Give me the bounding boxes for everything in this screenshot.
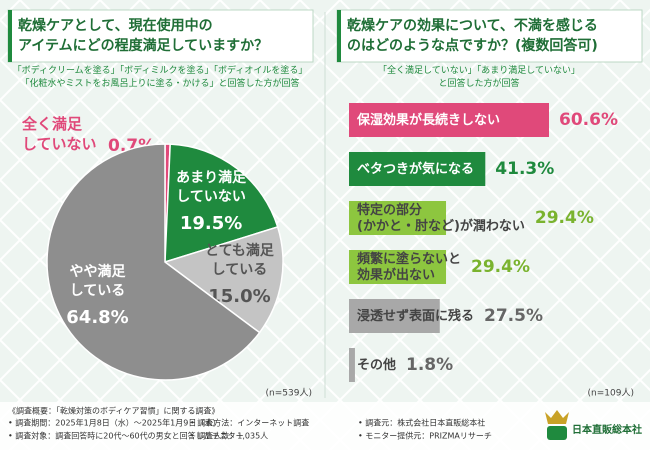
slice-label-line: していない	[176, 189, 246, 205]
slice-value: 19.5%	[180, 213, 242, 234]
footer-item: • 調査元：株式会社日本直販総本社	[358, 418, 485, 428]
pie-slice	[46, 143, 261, 381]
chart-title: 乾燥ケアとして、現在使用中のアイテムにどの程度満足していますか？	[18, 17, 268, 54]
bar-value: 1.8%	[406, 355, 453, 375]
bar	[349, 250, 447, 284]
footer-item: • 調査期間：2025年1月8日（水）～2025年1月9日（木）	[8, 418, 220, 428]
bar	[349, 348, 355, 382]
bar-value: 41.3%	[495, 159, 554, 179]
chart-subtitle: 「ボディクリームを塗る」「ボディミルクを塗る」「ボディオイルを塗る」「化粧水やミ…	[13, 64, 308, 89]
chart-title-line: 乾燥ケアの効果について、不満を感じる	[347, 17, 598, 34]
bar	[349, 299, 440, 333]
chart-title: 乾燥ケアの効果について、不満を感じるのはどのような点ですか？(複数回答可)	[347, 17, 598, 54]
bar-label: 頻繁に塗らないと効果が出ない	[357, 251, 461, 283]
chart-title-line: のはどのような点ですか？(複数回答可)	[347, 37, 598, 54]
bar-label-line: 浸透せず表面に残る	[357, 308, 474, 324]
sample-note: (n=539人)	[266, 388, 312, 399]
chart-title-line: アイテムにどの程度満足していますか？	[18, 37, 268, 54]
chart-title-line: 乾燥ケアとして、現在使用中の	[18, 17, 213, 34]
bar-value: 29.4%	[471, 257, 530, 277]
slice-label: とても満足している	[205, 242, 275, 278]
slice-label-line: していない	[22, 135, 97, 153]
bar-value: 29.4%	[535, 208, 594, 228]
bar-value: 27.5%	[484, 306, 543, 326]
slice-value: 15.0%	[208, 286, 270, 307]
footer-item: • 調査対象：調査回答時に20代～60代の男女と回答したモニター	[8, 431, 244, 441]
title-box	[7, 9, 314, 63]
bar-label-line: ベタつきが気になる	[357, 161, 474, 177]
bar	[349, 152, 486, 186]
pie-slice	[163, 226, 284, 334]
bar	[349, 201, 447, 235]
bar-label: 浸透せず表面に残る	[357, 308, 474, 324]
bar-label-line: (かかと・肘など)が潤わない	[357, 218, 525, 234]
bar	[349, 103, 549, 137]
bar-value: 60.6%	[559, 110, 618, 130]
slice-label: やや満足している	[69, 263, 126, 299]
slice-label: あまり満足していない	[176, 169, 247, 205]
title-accent	[337, 10, 341, 62]
slice-label: 全く満足していない	[21, 115, 97, 153]
title-box	[336, 9, 643, 63]
slice-label-line: している	[70, 283, 126, 299]
footer-heading: 《調査概要：「乾燥対策のボディケア習慣」に関する調査》	[8, 406, 219, 416]
footer-band	[0, 402, 650, 450]
bar-label-line: 保湿効果が長続きしない	[356, 112, 500, 128]
bar-label: 特定の部分(かかと・肘など)が潤わない	[357, 202, 525, 234]
bar-label-line: 効果が出ない	[357, 267, 435, 283]
bar-label-line: 特定の部分	[357, 202, 422, 218]
title-accent	[8, 10, 12, 62]
sample-note: (n=109人)	[588, 388, 634, 399]
chart-subtitle-line: 「化粧水やミストをお風呂上りに塗る・かける」と回答した方が回答	[20, 77, 299, 89]
slice-label-line: とても満足	[205, 242, 275, 259]
footer-item: • 調査人数：1,035人	[190, 431, 268, 441]
slice-label-line: している	[212, 262, 268, 278]
footer-item: • 調査方法：インターネット調査	[190, 418, 309, 428]
chart-subtitle: 「全く満足していない」「あまり満足していない」と回答した方が回答	[378, 64, 580, 89]
chart-subtitle-line: 「全く満足していない」「あまり満足していない」	[378, 64, 580, 76]
bar-label-line: その他	[357, 357, 396, 373]
slice-label-line: あまり満足	[176, 169, 247, 186]
slice-label-line: 全く満足	[21, 115, 83, 133]
bar-label-line: 頻繁に塗らないと	[357, 251, 461, 267]
slice-value: 64.8%	[66, 307, 128, 328]
chart-subtitle-line: と回答した方が回答	[438, 77, 519, 89]
logo-text: 日本直販総本社	[572, 423, 642, 436]
logo-icon	[545, 410, 569, 440]
slice-label-line: やや満足	[69, 263, 126, 280]
footer-item: • モニター提供元：PRIZMAリサーチ	[358, 431, 492, 441]
bar-label: ベタつきが気になる	[357, 161, 474, 177]
pie-slice	[164, 143, 279, 264]
bar-label: 保湿効果が長続きしない	[356, 112, 500, 128]
bar-label: その他	[357, 357, 396, 373]
chart-subtitle-line: 「ボディクリームを塗る」「ボディミルクを塗る」「ボディオイルを塗る」	[13, 64, 308, 76]
